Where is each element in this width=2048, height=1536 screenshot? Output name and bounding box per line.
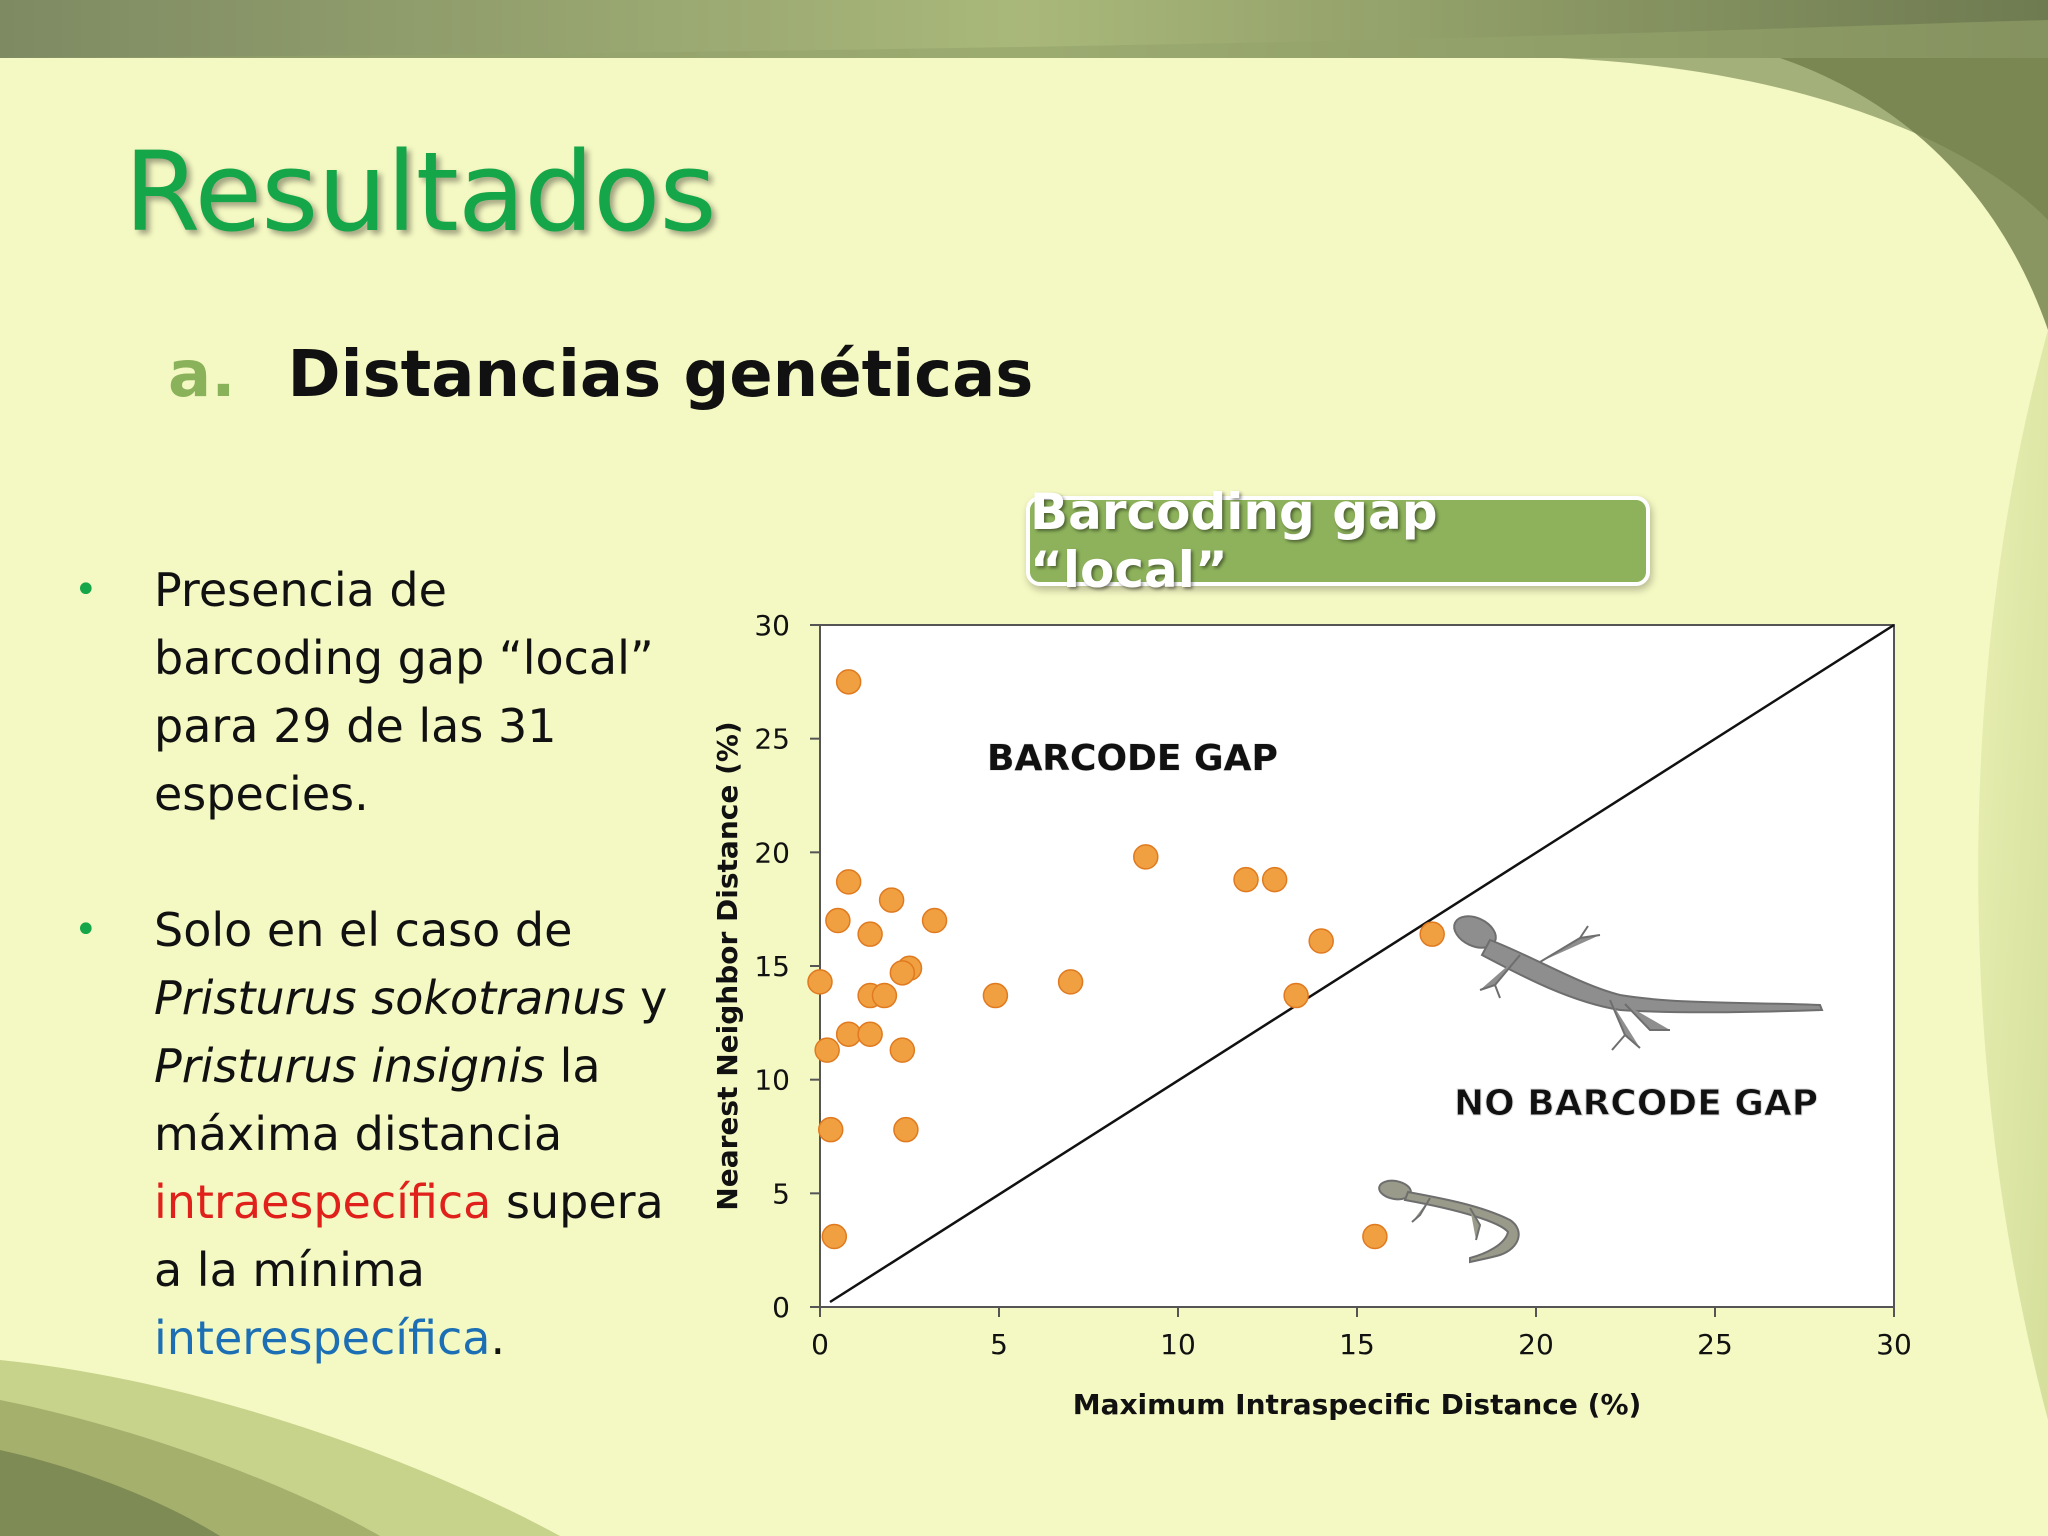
data-point [1233, 866, 1259, 893]
gecko-large-icon [1453, 915, 1824, 1051]
y-tick-label: 10 [754, 1064, 790, 1097]
slide-title: Resultados [124, 128, 717, 256]
bullet-2-part: y [625, 971, 668, 1025]
bullet-text-2: Solo en el caso de Pristurus sokotranus … [154, 903, 667, 1365]
x-axis-label: Maximum Intraspecific Distance (%) [1073, 1388, 1642, 1421]
section-title: Distancias genéticas [287, 338, 1034, 412]
bullet-dot-icon: • [74, 567, 98, 613]
x-tick-label: 20 [1518, 1328, 1554, 1361]
x-tick-label: 15 [1339, 1328, 1375, 1361]
data-point [889, 1037, 916, 1063]
data-point [982, 982, 1009, 1009]
data-point [878, 887, 905, 913]
data-point [821, 1223, 848, 1250]
bullet-2-part: la máxima distancia [154, 1039, 601, 1161]
bullet-2-part: supera a la mínima [154, 1175, 664, 1297]
diagonal-reference-line [829, 623, 1895, 1304]
data-point [889, 960, 916, 986]
annotation-barcode-gap: BARCODE GAP [987, 738, 1278, 779]
annotation-no-barcode-gap: NO BARCODE GAP [1454, 1083, 1818, 1124]
intraspecific-word: intraespecífica [154, 1175, 492, 1229]
x-tick-label: 0 [811, 1328, 829, 1361]
data-point [835, 1021, 862, 1047]
chart-badge: Barcoding gap “local” [1026, 483, 1650, 599]
data-point [857, 1021, 883, 1047]
data-point [1419, 921, 1445, 947]
gecko-small-icon [1378, 1179, 1520, 1264]
scatter-chart: 0 5 10 15 20 25 30 0 5 10 15 20 25 30 BARCODE GAP NO … [711, 609, 1912, 1421]
y-tick-label: 15 [754, 950, 790, 983]
data-point [807, 969, 833, 995]
x-tick-label: 5 [990, 1328, 1008, 1361]
data-point [817, 1116, 844, 1143]
data-point [1261, 866, 1288, 893]
x-tick-label: 30 [1876, 1328, 1912, 1361]
data-point [893, 1116, 919, 1143]
data-point [825, 907, 851, 934]
bullet-text-1: Presencia de barcoding gap “local” para … [154, 563, 654, 821]
y-tick-label: 25 [754, 723, 790, 756]
interspecific-word: interespecífica [154, 1311, 491, 1365]
y-tick-label: 30 [754, 609, 790, 642]
section-heading: a. Distancias genéticas [168, 338, 1033, 412]
species-name-insignis: Pristurus insignis [154, 1039, 546, 1093]
data-point [1057, 969, 1084, 995]
bullet-2-part: . [490, 1311, 506, 1365]
x-tick-label: 10 [1160, 1328, 1196, 1361]
species-name-sokotranus: Pristurus sokotranus [154, 971, 626, 1025]
bullet-2-part: Solo en el caso de [154, 903, 573, 957]
section-letter: a. [168, 338, 236, 412]
data-point [835, 869, 862, 895]
y-tick-label: 20 [754, 836, 790, 869]
y-tick-label: 5 [772, 1177, 790, 1210]
data-point [857, 921, 883, 947]
data-point [1308, 928, 1334, 954]
bullet-item-1: • Presencia de barcoding gap “local” par… [70, 556, 670, 828]
y-tick-label: 0 [772, 1291, 790, 1324]
bullet-item-2: • Solo en el caso de Pristurus sokotranu… [70, 896, 670, 1372]
bullet-dot-icon: • [74, 907, 98, 953]
data-point [814, 1037, 840, 1063]
data-point [1283, 982, 1309, 1009]
x-tick-label: 25 [1697, 1328, 1733, 1361]
data-point [921, 907, 948, 934]
bullet-list: • Presencia de barcoding gap “local” par… [70, 556, 670, 1440]
data-point [835, 669, 862, 695]
data-point [1362, 1223, 1388, 1250]
y-axis-label: Nearest Neighbor Distance (%) [711, 721, 744, 1210]
data-point [871, 982, 898, 1009]
data-point [1133, 844, 1159, 870]
